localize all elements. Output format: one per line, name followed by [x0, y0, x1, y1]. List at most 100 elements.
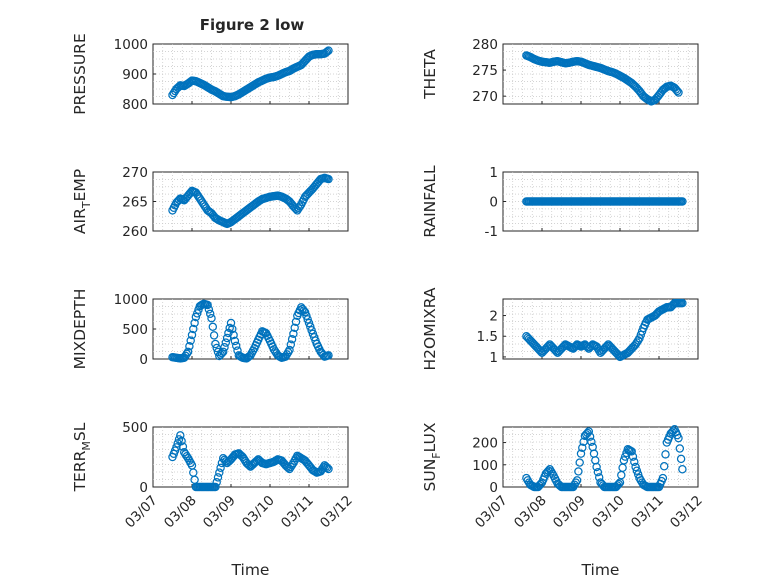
- data-point: [672, 86, 682, 96]
- x-axis-label: Time: [231, 561, 270, 579]
- data-point: [627, 447, 636, 456]
- data-point: [631, 462, 640, 472]
- y-axis-label: MIXDEPTH: [71, 289, 89, 370]
- y-axis-label: RAINFALL: [421, 165, 439, 238]
- data-point: [185, 341, 194, 351]
- data-point: [536, 479, 545, 489]
- data-point: [204, 305, 214, 314]
- data-point: [182, 451, 192, 461]
- y-axis-label: THETA: [421, 49, 439, 100]
- data-point: [211, 482, 220, 492]
- data-point: [192, 309, 202, 318]
- figure-title: Figure 2 low: [200, 16, 305, 34]
- subplot-2: 270 275 280 THETA: [421, 37, 699, 106]
- data-point: [244, 461, 254, 470]
- ytick-label: 0: [139, 480, 148, 496]
- data-point: [172, 443, 181, 452]
- data-point: [592, 462, 601, 472]
- data-point: [659, 462, 669, 471]
- y-axis-label: SUNFLUX: [421, 422, 443, 491]
- data-point: [226, 318, 236, 328]
- data-point: [291, 317, 301, 327]
- data-point: [578, 443, 587, 452]
- data-series: [522, 424, 687, 492]
- data-point: [592, 342, 601, 351]
- data-point: [631, 340, 640, 349]
- ytick-label: 265: [122, 195, 148, 211]
- ytick-label: 275: [472, 63, 498, 79]
- data-series: [168, 173, 333, 229]
- data-point: [205, 309, 215, 319]
- ytick-label: 0: [139, 352, 148, 368]
- data-point: [295, 202, 305, 211]
- data-point: [324, 46, 333, 55]
- data-point: [213, 347, 223, 357]
- data-point: [216, 463, 225, 473]
- data-point: [306, 322, 315, 331]
- data-point: [218, 347, 228, 357]
- data-point: [307, 325, 316, 335]
- data-point: [575, 458, 584, 467]
- data-point: [584, 427, 594, 436]
- data-point: [228, 324, 237, 334]
- data-point: [632, 338, 642, 347]
- data-point: [676, 454, 686, 464]
- data-series: [168, 46, 333, 102]
- data-point: [678, 197, 687, 206]
- data-point: [286, 340, 296, 349]
- data-point: [230, 336, 240, 346]
- data-point: [203, 300, 212, 310]
- data-point: [324, 351, 333, 360]
- data-point: [674, 88, 683, 97]
- y-axis-label: AIRTEMP: [71, 169, 93, 234]
- data-point: [290, 203, 299, 212]
- data-point: [303, 315, 312, 324]
- subplot-3: 260 265 270 AIRTEMP: [71, 165, 349, 240]
- data-point: [287, 334, 297, 344]
- ytick-label: 280: [472, 37, 498, 53]
- data-series: [522, 197, 687, 206]
- data-point: [209, 331, 219, 340]
- data-point: [322, 463, 332, 473]
- data-point: [207, 313, 216, 323]
- ytick-label: 260: [122, 224, 148, 240]
- ytick-label: 1000: [114, 37, 148, 53]
- ytick-label: 2: [489, 309, 498, 325]
- data-point: [282, 462, 292, 471]
- ytick-label: 100: [472, 458, 498, 474]
- data-point: [632, 466, 642, 475]
- data-point: [630, 457, 639, 467]
- data-point: [229, 330, 238, 340]
- data-point: [187, 330, 197, 340]
- data-point: [212, 343, 221, 353]
- data-point: [290, 323, 299, 333]
- subplot-5: 0 500 1000 MIXDEPTH: [71, 289, 349, 370]
- y-axis-label: H2OMIXRA: [421, 287, 439, 370]
- data-point: [675, 444, 685, 453]
- ytick-label: 500: [122, 420, 148, 436]
- data-point: [572, 476, 582, 485]
- y-axis-label: TERRMSL: [71, 422, 93, 492]
- data-point: [593, 467, 603, 477]
- data-point: [324, 174, 333, 184]
- ytick-label: -1: [485, 224, 498, 240]
- data-point: [585, 432, 595, 441]
- data-point: [208, 322, 218, 332]
- data-point: [587, 437, 596, 447]
- ytick-label: 1000: [114, 292, 148, 308]
- data-point: [299, 306, 309, 315]
- data-series: [168, 299, 333, 363]
- ytick-label: 1: [489, 165, 498, 181]
- ytick-label: 1.5: [477, 329, 498, 345]
- subplot-1: 800 900 1000 PRESSURE: [71, 33, 349, 115]
- data-point: [182, 349, 192, 359]
- data-point: [177, 436, 186, 446]
- data-point: [287, 460, 297, 470]
- data-series: [522, 51, 683, 106]
- data-point: [678, 298, 687, 308]
- data-point: [189, 324, 198, 334]
- data-point: [231, 341, 241, 351]
- ytick-label: 200: [472, 436, 498, 452]
- data-point: [674, 433, 683, 443]
